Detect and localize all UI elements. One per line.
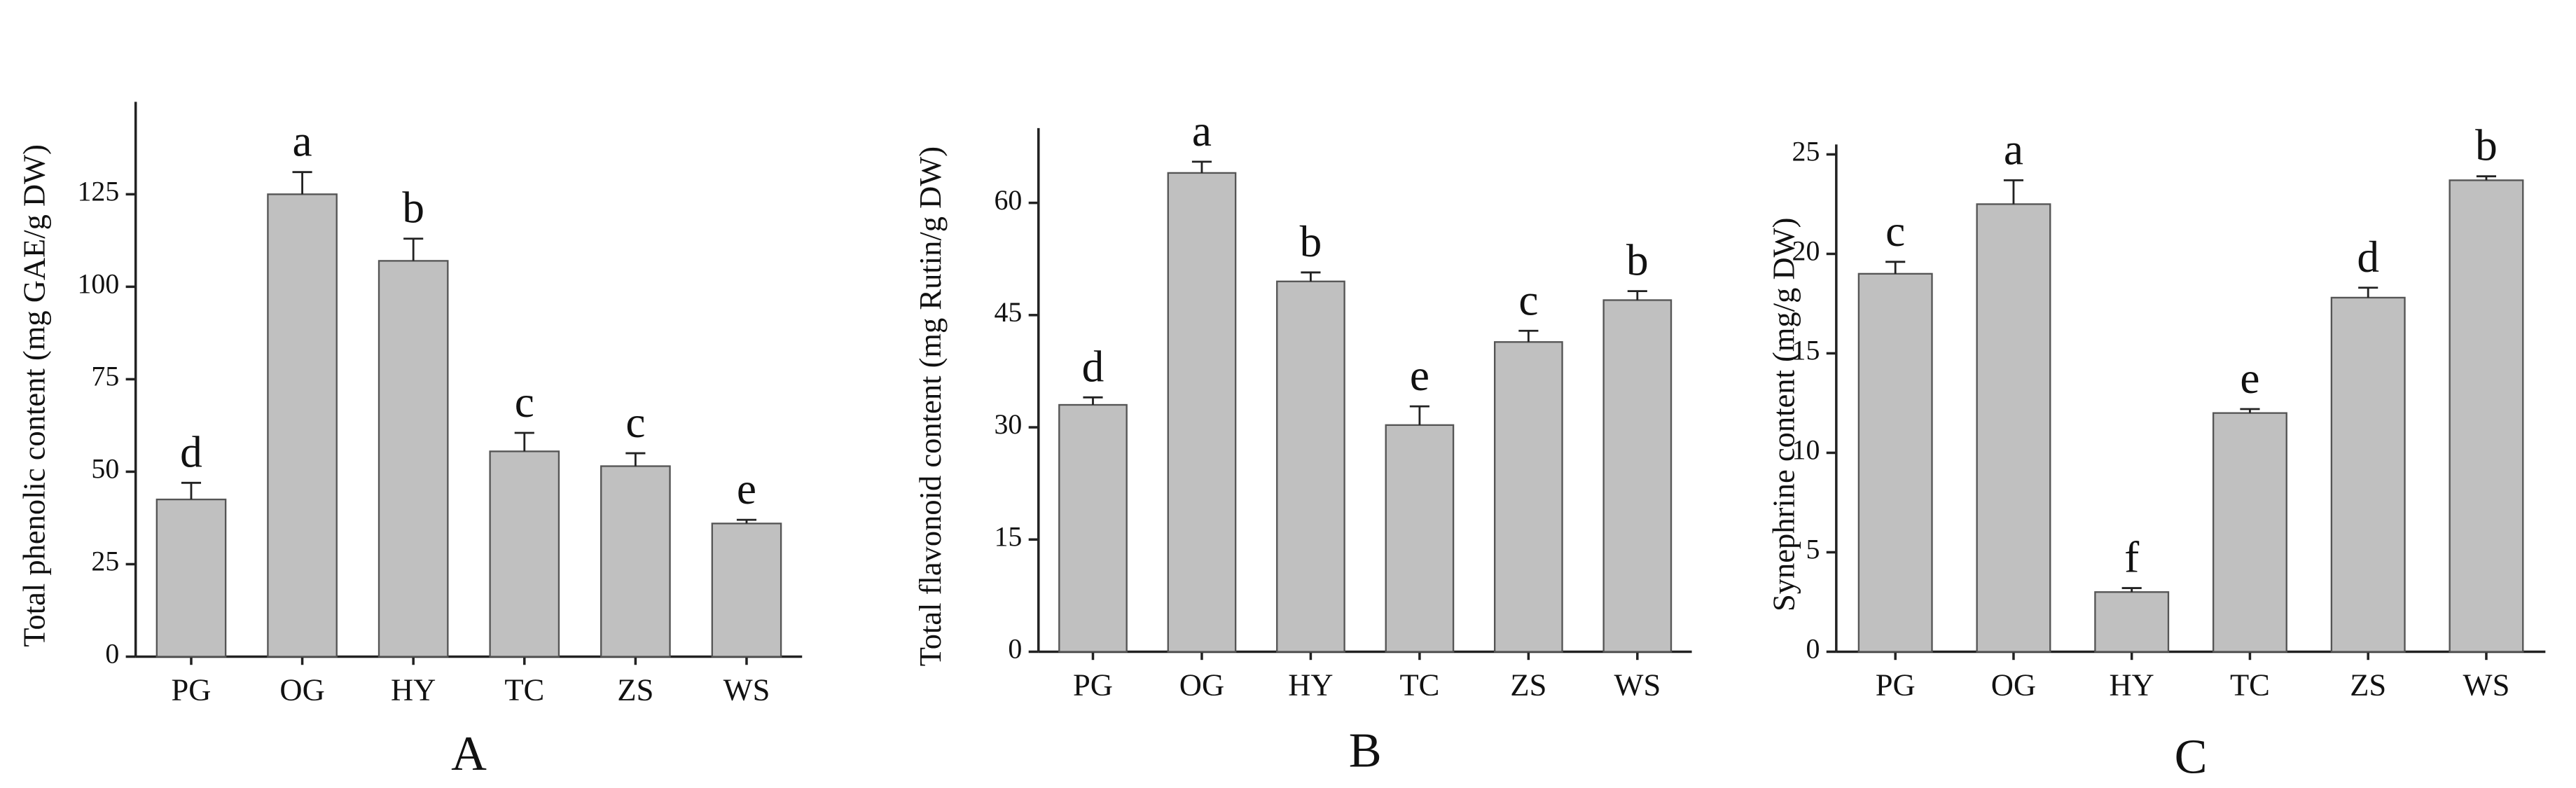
x-tick-label: HY xyxy=(391,672,436,707)
significance-letter: b xyxy=(2475,121,2498,170)
error-bar xyxy=(292,171,312,195)
x-tick-label: WS xyxy=(2463,667,2510,702)
y-tick-label: 50 xyxy=(91,453,119,485)
y-axis-label: Total flavonoid content (mg Rutin/g DW) xyxy=(913,146,948,666)
x-tick-label: OG xyxy=(279,672,324,707)
significance-letter: d xyxy=(1082,342,1105,391)
error-bar xyxy=(1301,271,1321,282)
error-bar xyxy=(1627,290,1647,300)
significance-letter: b xyxy=(402,184,424,233)
error-bar xyxy=(181,481,202,500)
y-tick-label: 15 xyxy=(1792,335,1820,366)
significance-letter: d xyxy=(2357,233,2379,282)
bar xyxy=(1857,272,1933,653)
x-tick-label: HY xyxy=(2110,667,2154,702)
error-bar xyxy=(1191,160,1212,173)
y-axis-label: Synephrine content (mg/g DW) xyxy=(1766,218,1801,612)
x-tick-label: WS xyxy=(1614,667,1661,702)
bar xyxy=(1602,299,1673,653)
significance-letter: a xyxy=(2004,125,2023,174)
bar xyxy=(1058,403,1128,653)
y-tick-label: 25 xyxy=(91,546,119,577)
bar xyxy=(2330,296,2406,653)
x-tick-label: TC xyxy=(504,672,544,707)
significance-letter: a xyxy=(293,117,312,166)
error-bar xyxy=(2240,408,2260,413)
bar xyxy=(1385,424,1455,653)
y-tick-label: 15 xyxy=(994,520,1022,552)
y-tick-label: 30 xyxy=(994,408,1022,440)
error-bar xyxy=(1885,261,1906,274)
y-tick-label: 0 xyxy=(1806,633,1820,665)
bar xyxy=(155,498,227,658)
y-tick-label: 60 xyxy=(994,184,1022,216)
significance-letter: c xyxy=(625,398,645,447)
y-tick-label: 0 xyxy=(105,638,119,670)
y-tick-label: 20 xyxy=(1792,235,1820,267)
bar xyxy=(1493,341,1563,653)
y-axis-label: Total phenolic content (mg GAE/g DW) xyxy=(16,144,51,647)
significance-letter: e xyxy=(737,464,756,513)
significance-letter: a xyxy=(1192,106,1212,155)
bar xyxy=(2449,179,2524,653)
significance-letter: f xyxy=(2124,533,2140,582)
error-bar xyxy=(2003,179,2023,205)
significance-letter: c xyxy=(1885,207,1905,256)
bar xyxy=(1167,172,1237,653)
y-tick-label: 0 xyxy=(1008,633,1022,665)
error-bar xyxy=(1083,396,1103,406)
x-tick-label: ZS xyxy=(617,672,653,707)
bar xyxy=(600,465,671,658)
bar xyxy=(711,523,782,658)
y-tick-label: 100 xyxy=(78,268,120,300)
x-tick-label: TC xyxy=(2230,667,2270,702)
x-tick-label: TC xyxy=(1399,667,1439,702)
bar xyxy=(1976,203,2051,653)
y-tick-label: 125 xyxy=(78,175,120,207)
significance-letter: b xyxy=(1300,217,1322,266)
x-tick-label: ZS xyxy=(1510,667,1546,702)
error-bar xyxy=(2476,175,2496,181)
x-tick-label: WS xyxy=(723,672,770,707)
error-bar xyxy=(514,431,534,452)
x-tick-label: OG xyxy=(1179,667,1224,702)
x-tick-label: PG xyxy=(1876,667,1916,702)
error-bar xyxy=(1409,405,1429,425)
error-bar xyxy=(1518,329,1539,343)
significance-letter: c xyxy=(1518,275,1538,324)
bar xyxy=(1276,280,1345,653)
significance-letter: b xyxy=(1626,236,1649,285)
significance-letter: e xyxy=(2240,354,2259,403)
error-bar xyxy=(403,237,424,261)
x-tick-label: HY xyxy=(1288,667,1333,702)
error-bar xyxy=(736,518,757,524)
y-tick-label: 10 xyxy=(1792,434,1820,466)
bar xyxy=(267,193,338,658)
bar xyxy=(489,450,560,658)
y-tick-label: 75 xyxy=(91,361,119,392)
panel-label: B xyxy=(1349,723,1382,777)
x-tick-label: OG xyxy=(1991,667,2036,702)
significance-letter: d xyxy=(180,427,202,476)
x-tick-label: PG xyxy=(1073,667,1113,702)
y-tick-label: 45 xyxy=(994,296,1022,328)
significance-letter: c xyxy=(515,378,534,427)
bar xyxy=(2094,591,2170,653)
y-tick-label: 25 xyxy=(1792,136,1820,167)
x-tick-label: ZS xyxy=(2350,667,2386,702)
panel-label: A xyxy=(451,726,487,781)
error-bar xyxy=(625,452,646,466)
error-bar xyxy=(2358,286,2378,298)
bar xyxy=(378,260,449,658)
error-bar xyxy=(2121,587,2142,593)
bar xyxy=(2212,412,2287,653)
y-tick-label: 5 xyxy=(1806,534,1820,565)
x-tick-label: PG xyxy=(172,672,212,707)
significance-letter: e xyxy=(1410,351,1429,400)
panel-label: C xyxy=(2175,730,2208,784)
